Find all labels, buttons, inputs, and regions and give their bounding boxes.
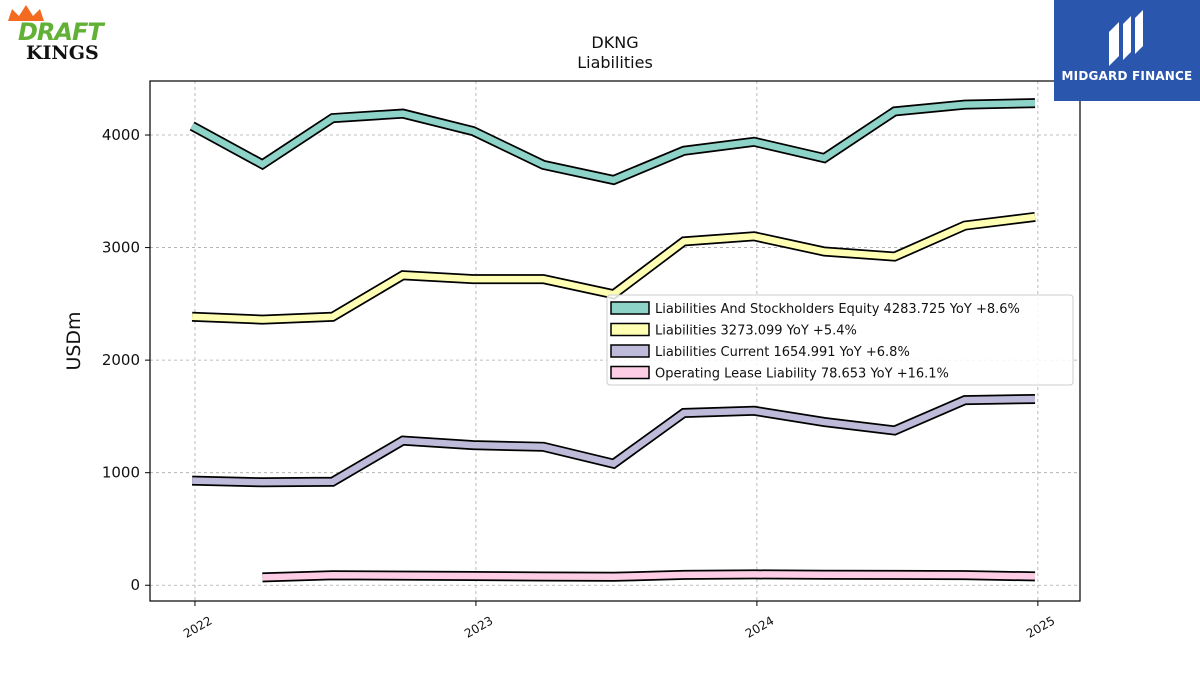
x-tick-label: 2023 — [462, 613, 495, 640]
chart-title: DKNG — [591, 33, 638, 52]
series-line — [262, 571, 1036, 581]
y-tick-label: 1000 — [102, 464, 140, 482]
series-line-outline — [191, 394, 1036, 488]
x-tick-label: 2024 — [743, 613, 776, 640]
legend-swatch — [610, 344, 650, 358]
y-tick-label: 3000 — [102, 239, 140, 257]
legend-box — [606, 294, 1074, 386]
legend-label: Liabilities And Stockholders Equity 4283… — [655, 302, 1020, 317]
chart-subtitle: Liabilities — [577, 53, 653, 72]
series-0 — [189, 98, 1036, 186]
plot-frame — [149, 80, 1081, 602]
legend-label: Liabilities 3273.099 YoY +5.4% — [655, 324, 857, 339]
legend-label: Operating Lease Liability 78.653 YoY +16… — [655, 367, 949, 382]
midgard-emblem-icon — [1109, 10, 1143, 66]
draftkings-logo: DRAFT KINGS — [6, 4, 122, 66]
series-line-outline — [189, 98, 1036, 186]
crown-icon — [8, 5, 44, 21]
series-1 — [191, 211, 1036, 325]
x-tick-label: 2022 — [181, 613, 214, 640]
legend-swatch — [610, 301, 650, 315]
y-tick-label: 2000 — [102, 351, 140, 369]
series-line — [191, 213, 1036, 323]
legend-label: Liabilities Current 1654.991 YoY +6.8% — [655, 345, 910, 360]
legend-swatch — [610, 322, 650, 337]
logo-text: MIDGARD FINANCE — [1061, 69, 1193, 83]
legend: Liabilities And Stockholders Equity 4283… — [606, 294, 1074, 386]
logo-line1: DRAFT — [18, 18, 104, 46]
y-axis-label: USDm — [63, 311, 85, 370]
series-line — [190, 99, 1036, 184]
logo-line2: KINGS — [26, 42, 99, 64]
y-tick-label: 4000 — [102, 126, 140, 144]
y-tick-label: 0 — [130, 576, 140, 594]
legend-swatch — [610, 365, 650, 380]
x-tick-label: 2025 — [1024, 613, 1057, 640]
series-line — [192, 395, 1036, 486]
midgard-finance-logo: MIDGARD FINANCE — [1054, 0, 1200, 101]
series-2 — [191, 394, 1036, 488]
series-3 — [262, 569, 1036, 583]
